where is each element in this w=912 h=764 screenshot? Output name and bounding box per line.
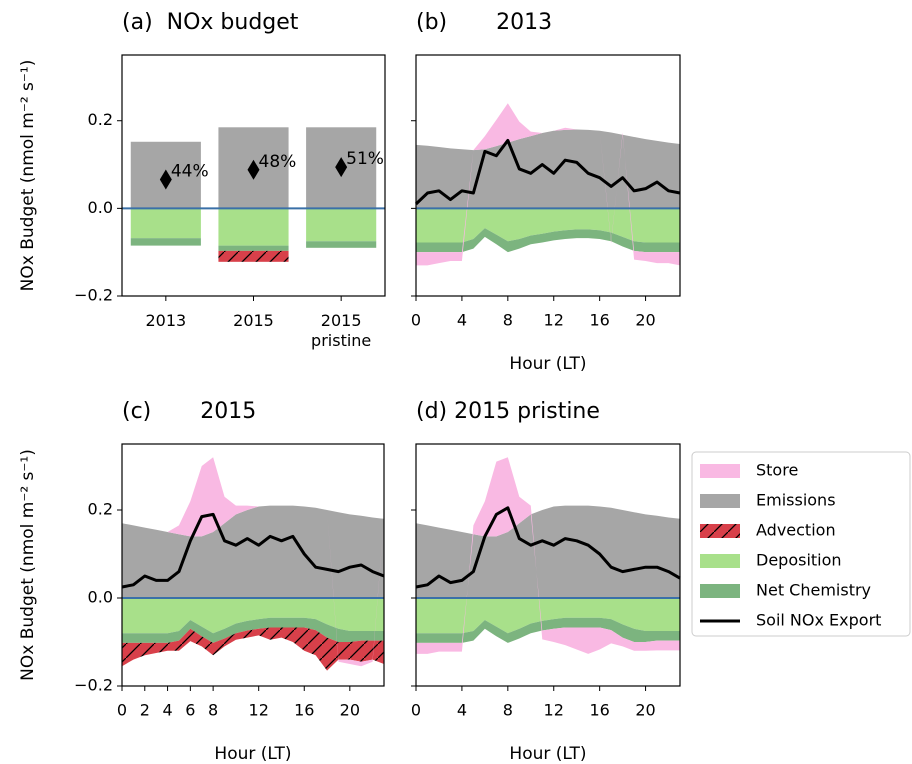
legend-box bbox=[691, 451, 911, 637]
bar-segment bbox=[218, 250, 289, 262]
axes-frame bbox=[121, 54, 386, 297]
x-tick-label: 4 bbox=[162, 701, 172, 720]
axes-frame bbox=[415, 443, 681, 687]
area bbox=[122, 505, 384, 598]
area bbox=[416, 617, 680, 643]
legend-label: Store bbox=[756, 461, 798, 480]
bar-segment bbox=[130, 238, 201, 246]
x-tick-label: 6 bbox=[185, 701, 195, 720]
x-tick-label: 4 bbox=[457, 701, 467, 720]
x-axis-label: Hour (LT) bbox=[509, 354, 586, 374]
x-tick-label: 0 bbox=[411, 311, 421, 330]
x-tick-label: 12 bbox=[249, 701, 269, 720]
bar-segment bbox=[306, 241, 377, 248]
bar-segment bbox=[218, 208, 289, 246]
bar-segment bbox=[306, 208, 377, 242]
x-tick-label: 20 bbox=[635, 311, 655, 330]
y-tick-label: −0.2 bbox=[74, 676, 113, 695]
x-tick-label: 16 bbox=[589, 701, 609, 720]
legend-label: Deposition bbox=[756, 551, 842, 570]
line bbox=[121, 512, 385, 589]
x-tick-label: 2015 pristine bbox=[311, 311, 372, 350]
axes-frame bbox=[415, 54, 681, 297]
area bbox=[122, 457, 384, 667]
y-tick-label: −0.2 bbox=[74, 286, 113, 305]
area bbox=[122, 617, 384, 643]
x-tick-label: 0 bbox=[117, 701, 127, 720]
diamond-marker bbox=[159, 169, 172, 190]
legend: Store Emissions Advection Deposition Net Che… bbox=[691, 451, 911, 637]
x-tick-label: 0 bbox=[411, 701, 421, 720]
panel-title: (c) 2015 bbox=[122, 399, 256, 424]
x-tick-label: 20 bbox=[340, 701, 360, 720]
x-tick-label: 2013 bbox=[145, 311, 187, 330]
x-tick-label: 2 bbox=[140, 701, 150, 720]
bar-segment bbox=[130, 208, 201, 239]
y-tick-label: 0.0 bbox=[88, 198, 113, 217]
panel-title: (b) 2013 bbox=[416, 10, 552, 35]
y-axis-label: NOx Budget (nmol m⁻² s⁻¹) bbox=[18, 60, 38, 292]
legend-swatch bbox=[700, 464, 740, 478]
area bbox=[416, 208, 680, 243]
y-tick-label: 0.2 bbox=[88, 500, 113, 519]
legend-label: Net Chemistry bbox=[756, 581, 871, 600]
area bbox=[122, 627, 384, 671]
legend-label: Soil NOx Export bbox=[756, 611, 881, 630]
axes-frame bbox=[121, 443, 385, 687]
x-tick-label: 16 bbox=[294, 701, 314, 720]
area bbox=[416, 505, 680, 598]
x-tick-label: 8 bbox=[208, 701, 218, 720]
diamond-marker bbox=[335, 157, 348, 178]
x-tick-label: 12 bbox=[544, 311, 564, 330]
x-tick-label: 2015 bbox=[233, 311, 274, 330]
area bbox=[122, 598, 384, 634]
area bbox=[416, 228, 680, 253]
x-tick-label: 4 bbox=[457, 311, 467, 330]
x-tick-label: 16 bbox=[589, 311, 609, 330]
x-tick-label: 8 bbox=[503, 701, 513, 720]
area bbox=[416, 103, 680, 266]
y-axis-label: NOx Budget (nmol m⁻² s⁻¹) bbox=[18, 449, 38, 681]
area bbox=[416, 598, 680, 634]
legend-label: Emissions bbox=[756, 491, 836, 510]
legend-swatch bbox=[700, 584, 740, 598]
annotation: 48% bbox=[259, 152, 297, 172]
panel-title: (a) NOx budget bbox=[122, 10, 299, 35]
diamond-marker bbox=[247, 159, 260, 180]
x-axis-label: Hour (LT) bbox=[214, 744, 291, 764]
legend-swatch bbox=[700, 554, 740, 568]
x-tick-label: 12 bbox=[544, 701, 564, 720]
line bbox=[415, 506, 681, 589]
legend-swatch bbox=[700, 524, 740, 538]
x-axis-label: Hour (LT) bbox=[509, 744, 586, 764]
annotation: 44% bbox=[171, 161, 209, 181]
legend-label: Advection bbox=[756, 521, 836, 540]
panel-title: (d) 2015 pristine bbox=[416, 399, 600, 424]
legend-swatch bbox=[700, 494, 740, 508]
y-tick-label: 0.0 bbox=[88, 588, 113, 607]
annotation: 51% bbox=[346, 149, 384, 169]
line bbox=[414, 138, 681, 206]
bar-segment bbox=[218, 245, 289, 251]
y-tick-label: 0.2 bbox=[88, 110, 113, 129]
x-tick-label: 8 bbox=[503, 311, 513, 330]
x-tick-label: 20 bbox=[635, 701, 655, 720]
